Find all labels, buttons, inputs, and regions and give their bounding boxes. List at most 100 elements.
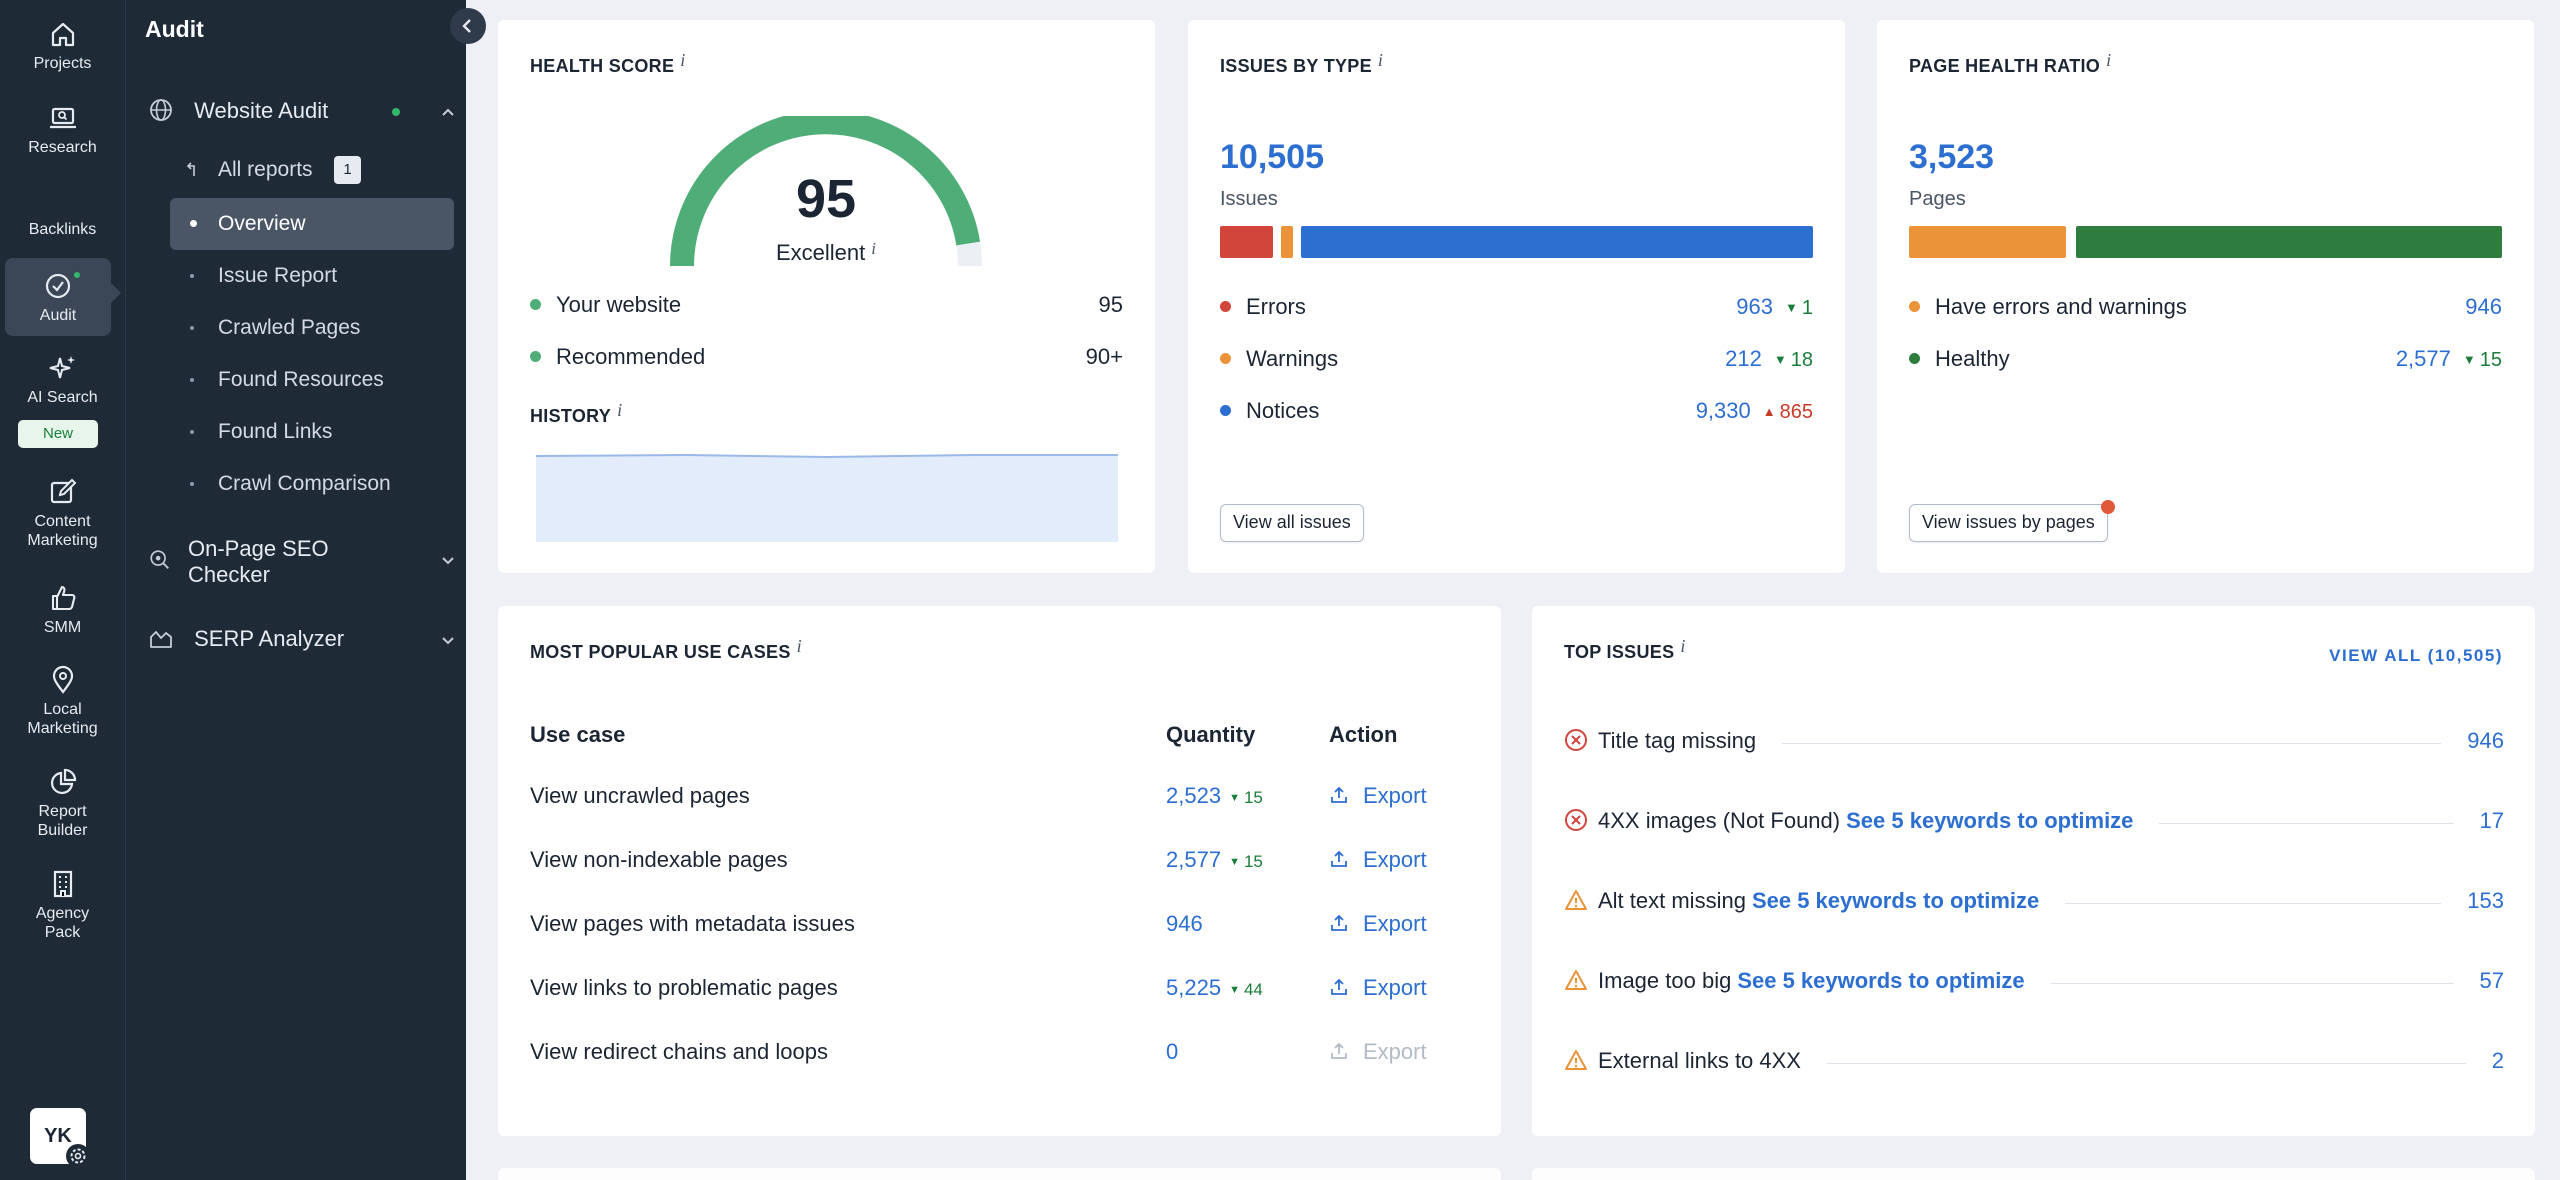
legend-value[interactable]: 946 [2465, 294, 2502, 319]
legend-row: Warnings 212 ▼ 18 [1220, 346, 1813, 376]
collapse-sidebar-button[interactable] [450, 8, 486, 44]
view-all-issues-link[interactable]: VIEW ALL (10,505) [2329, 646, 2503, 665]
rail-item-agency-pack[interactable]: Agency Pack [0, 868, 125, 942]
history-chart[interactable] [536, 452, 1118, 542]
health-score-title-text: HEALTH SCORE [530, 56, 675, 76]
quantity-value[interactable]: 0 [1166, 1039, 1179, 1064]
column-header-action: Action [1329, 722, 1398, 747]
avatar[interactable]: YK [30, 1108, 86, 1164]
rail-item-report-builder[interactable]: Report Builder [0, 766, 125, 840]
issue-count[interactable]: 153 [2467, 888, 2504, 913]
rail-item-projects[interactable]: Projects [0, 18, 125, 73]
legend-value[interactable]: 963 [1736, 294, 1773, 319]
quantity-value[interactable]: 2,523 [1166, 783, 1222, 808]
issue-count[interactable]: 57 [2479, 968, 2504, 993]
issues-by-type-title: ISSUES BY TYPE i [1220, 50, 1383, 77]
legend-label: Healthy [1935, 346, 2010, 371]
issue-count[interactable]: 2 [2491, 1048, 2504, 1073]
rail-item-research[interactable]: Research [0, 102, 125, 157]
issue-label[interactable]: Alt text missing [1598, 888, 1746, 913]
export-button[interactable]: Export [1329, 975, 1427, 1000]
export-icon [1331, 1042, 1347, 1060]
bar-segment[interactable] [1280, 226, 1293, 258]
sidebar-item-found-links[interactable]: Found Links [170, 406, 454, 458]
sidebar-item-all-reports[interactable]: All reports 1 [170, 144, 454, 196]
info-icon[interactable]: i [680, 50, 686, 70]
use-case-label: View links to problematic pages [530, 975, 838, 1000]
triangle-down-icon: ▼ [1229, 856, 1240, 868]
keywords-link[interactable]: See 5 keywords to optimize [1751, 888, 2040, 913]
info-icon[interactable]: i [796, 636, 802, 656]
warning-triangle-icon [1565, 1050, 1587, 1071]
export-button[interactable]: Export [1329, 911, 1427, 936]
info-icon[interactable]: i [871, 239, 876, 258]
issue-label[interactable]: 4XX images (Not Found) [1598, 808, 1841, 833]
info-icon[interactable]: i [1680, 636, 1686, 656]
legend-value[interactable]: 9,330 [1695, 398, 1751, 423]
sidebar-item-crawl-comparison[interactable]: Crawl Comparison [170, 458, 454, 510]
view-all-issues-button[interactable]: View all issues [1220, 504, 1364, 542]
sidebar-item-overview[interactable]: Overview [170, 198, 454, 250]
sidebar-label-overview: Overview [218, 212, 306, 235]
health-row-label: Recommended [556, 344, 706, 369]
legend-value-group: 212 ▼ 18 [1725, 346, 1813, 372]
keywords-link[interactable]: See 5 keywords to optimize [1737, 968, 2025, 993]
quantity-value[interactable]: 2,577 [1166, 847, 1222, 872]
sidebar-section-website-audit[interactable]: Website Audit [148, 98, 454, 125]
bar-segment[interactable] [1300, 226, 1813, 258]
next-card-placeholder [498, 1168, 1501, 1180]
triangle-down-icon: ▼ [1773, 352, 1787, 367]
info-icon[interactable]: i [2106, 50, 2112, 70]
issues-total[interactable]: 10,505 [1220, 138, 1324, 176]
info-icon[interactable]: i [1377, 50, 1384, 70]
divider-line [1782, 743, 2442, 744]
issue-count[interactable]: 17 [2479, 808, 2504, 833]
sidebar-label-issue-report: Issue Report [218, 264, 338, 287]
info-icon[interactable]: i [617, 400, 623, 420]
issue-count[interactable]: 946 [2467, 728, 2504, 753]
issue-label[interactable]: Image too big [1598, 968, 1732, 993]
bar-segment[interactable] [1220, 226, 1273, 258]
divider-line [2159, 823, 2454, 824]
list-item: 4XX images (Not Found) See 5 keywords to … [1564, 808, 2504, 840]
health-rating: Excellent i [666, 239, 986, 266]
rail-item-local-marketing[interactable]: Local Marketing [0, 664, 125, 738]
pages-total[interactable]: 3,523 [1909, 138, 1995, 176]
view-issues-by-pages-button[interactable]: View issues by pages [1909, 504, 2108, 542]
rail-item-audit[interactable]: Audit [5, 258, 111, 336]
quantity-value[interactable]: 946 [1166, 911, 1203, 936]
bullet [190, 326, 194, 330]
rail-label-local-marketing: Marketing [27, 720, 98, 737]
bar-segment[interactable] [2075, 226, 2502, 258]
export-button[interactable]: Export [1329, 847, 1427, 872]
issue-label[interactable]: External links to 4XX [1598, 1048, 1801, 1073]
gauge-fill [670, 116, 981, 267]
sidebar-item-issue-report[interactable]: Issue Report [170, 250, 454, 302]
list-item: Title tag missing 946 [1564, 728, 2504, 760]
quantity-value[interactable]: 5,225 [1166, 975, 1222, 1000]
sidebar-section-serp-analyzer[interactable]: SERP Analyzer [148, 626, 454, 653]
rail-item-ai-search[interactable]: AI Search [0, 352, 125, 407]
legend-value[interactable]: 212 [1725, 346, 1762, 371]
rail-label-audit: Audit [39, 307, 77, 324]
delta-value: 15 [2479, 349, 2502, 371]
sidebar-section-on-page-seo[interactable]: On-Page SEO Checker [148, 536, 454, 588]
health-row-label: Your website [556, 292, 682, 317]
gear-icon[interactable] [66, 1144, 90, 1168]
export-button[interactable]: Export [1329, 783, 1427, 808]
sidebar-label-crawled-pages: Crawled Pages [218, 316, 361, 339]
rail-item-smm[interactable]: SMM [0, 582, 125, 637]
page-health-title-text: PAGE HEALTH RATIO [1909, 56, 2101, 76]
list-item: Image too big See 5 keywords to optimize 5… [1564, 968, 2504, 1000]
green-dot [530, 351, 541, 362]
issue-label[interactable]: Title tag missing [1598, 728, 1757, 753]
rail-item-backlinks[interactable]: Backlinks [28, 221, 97, 238]
sidebar-item-found-resources[interactable]: Found Resources [170, 354, 454, 406]
rail-item-content-marketing[interactable]: Content Marketing [0, 476, 125, 550]
sidebar-item-crawled-pages[interactable]: Crawled Pages [170, 302, 454, 354]
legend-value[interactable]: 2,577 [2395, 346, 2451, 371]
bar-segment[interactable] [1909, 226, 2066, 258]
table-row: View pages with metadata issues 946 Export [530, 892, 1470, 956]
legend-dot [1220, 353, 1231, 364]
keywords-link[interactable]: See 5 keywords to optimize [1846, 808, 2134, 833]
